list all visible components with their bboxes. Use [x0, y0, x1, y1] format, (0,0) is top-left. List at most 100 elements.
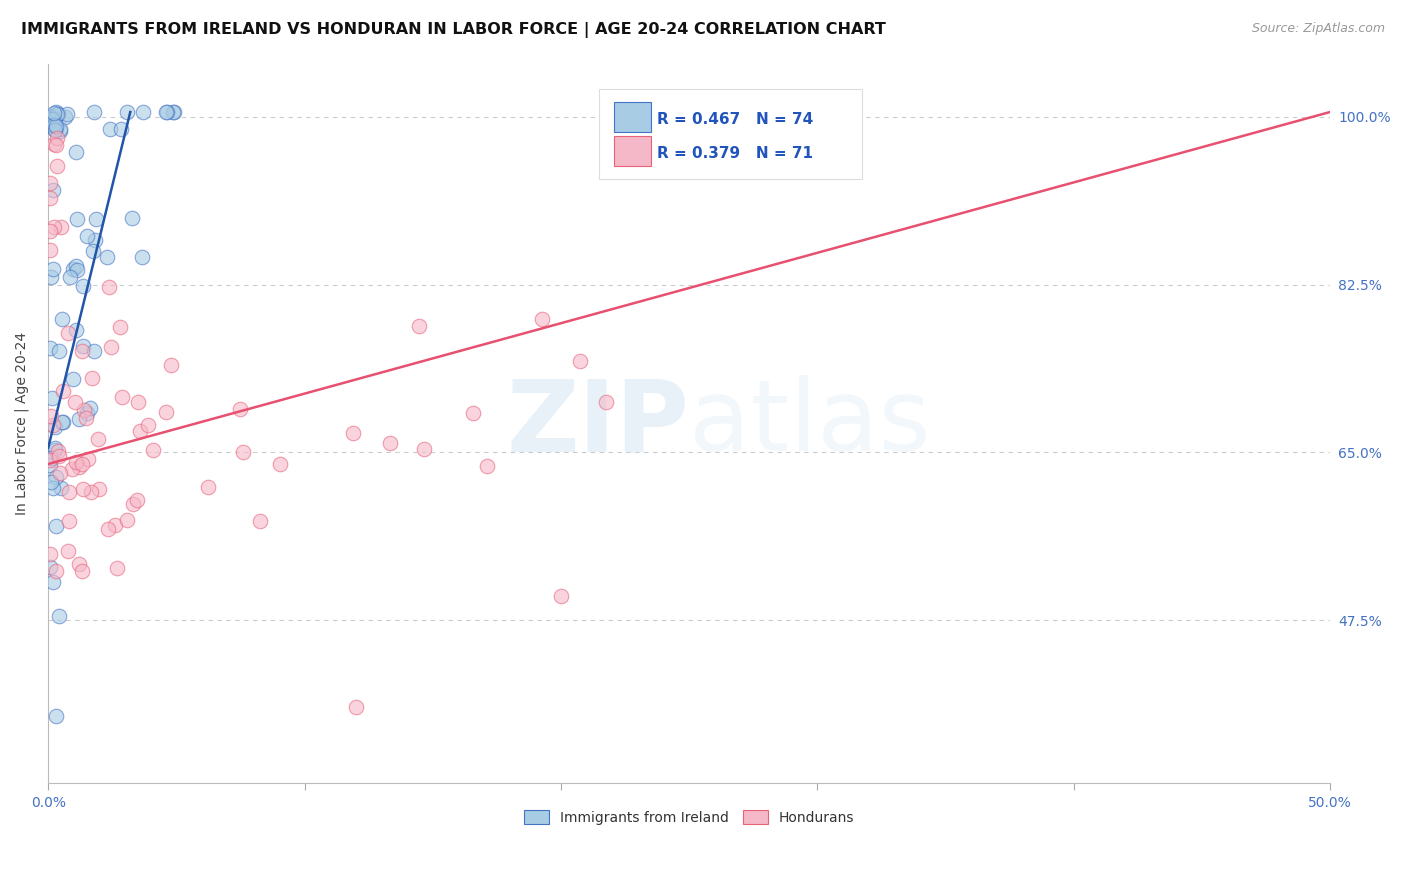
Legend: Immigrants from Ireland, Hondurans: Immigrants from Ireland, Hondurans — [519, 805, 860, 830]
Point — [42, 262, 65, 277]
Text: atlas: atlas — [689, 376, 931, 472]
Point — [163, 105, 186, 120]
Point — [232, 445, 254, 459]
Point — [45, 105, 67, 120]
Point — [63, 395, 86, 409]
Point — [44, 123, 66, 137]
Point — [87, 432, 110, 446]
Point — [39, 475, 62, 489]
Point — [70, 344, 93, 359]
Text: ZIP: ZIP — [506, 376, 689, 472]
Point — [52, 416, 75, 430]
Point — [56, 326, 79, 341]
Point — [46, 160, 69, 174]
Point — [41, 392, 63, 406]
Point — [122, 498, 145, 512]
Point — [44, 443, 66, 458]
Point — [44, 117, 66, 131]
Point — [97, 522, 120, 536]
Point — [65, 145, 87, 159]
Point — [84, 233, 107, 247]
Point — [550, 590, 572, 604]
FancyBboxPatch shape — [613, 103, 651, 132]
Point — [45, 137, 67, 152]
Point — [48, 122, 70, 136]
Point — [70, 564, 93, 578]
Point — [65, 323, 87, 337]
Point — [156, 105, 179, 120]
Point — [155, 105, 177, 120]
Point — [46, 107, 69, 121]
Point — [475, 458, 498, 473]
Point — [65, 455, 87, 469]
Point — [38, 341, 60, 355]
Point — [66, 263, 89, 277]
Point — [59, 270, 82, 285]
Point — [80, 485, 103, 500]
Point — [38, 176, 60, 190]
Text: R = 0.379   N = 71: R = 0.379 N = 71 — [657, 145, 813, 161]
Point — [249, 514, 271, 528]
Point — [45, 709, 67, 723]
Point — [127, 395, 149, 409]
Point — [131, 105, 153, 120]
Point — [82, 244, 104, 259]
Point — [569, 354, 592, 368]
Point — [89, 482, 111, 496]
Point — [162, 105, 184, 120]
Point — [44, 220, 66, 235]
Point — [342, 425, 364, 440]
Point — [136, 418, 159, 433]
Point — [117, 105, 139, 120]
Point — [42, 136, 65, 151]
Point — [73, 402, 96, 417]
Point — [38, 224, 60, 238]
Point — [269, 457, 291, 471]
Point — [44, 113, 66, 128]
Point — [44, 118, 66, 132]
Point — [155, 405, 177, 419]
Point — [72, 339, 94, 353]
Point — [41, 112, 63, 126]
Point — [38, 244, 60, 258]
Point — [44, 442, 66, 456]
Point — [76, 407, 98, 421]
Point — [72, 482, 94, 496]
Point — [65, 260, 87, 274]
Point — [49, 123, 72, 137]
Point — [38, 560, 60, 574]
Point — [62, 262, 84, 277]
Point — [80, 370, 103, 384]
Point — [51, 415, 73, 429]
Point — [115, 513, 138, 527]
Point — [125, 493, 148, 508]
Point — [67, 558, 90, 572]
Text: Source: ZipAtlas.com: Source: ZipAtlas.com — [1251, 22, 1385, 36]
Point — [531, 311, 554, 326]
Point — [42, 105, 65, 120]
Point — [46, 131, 69, 145]
Point — [595, 395, 617, 409]
Point — [72, 279, 94, 293]
Point — [413, 442, 436, 457]
Point — [45, 519, 67, 533]
Text: IMMIGRANTS FROM IRELAND VS HONDURAN IN LABOR FORCE | AGE 20-24 CORRELATION CHART: IMMIGRANTS FROM IRELAND VS HONDURAN IN L… — [21, 22, 886, 38]
Point — [79, 401, 101, 415]
Point — [42, 117, 65, 131]
Point — [228, 402, 250, 417]
Point — [39, 409, 62, 423]
Point — [56, 544, 79, 558]
Point — [39, 450, 62, 465]
Point — [344, 699, 367, 714]
Point — [48, 608, 70, 623]
Point — [56, 107, 79, 121]
Point — [380, 435, 402, 450]
Point — [38, 547, 60, 561]
Point — [107, 561, 129, 575]
Point — [60, 461, 83, 475]
Point — [111, 390, 134, 404]
Point — [41, 574, 63, 589]
Point — [98, 122, 121, 136]
Point — [142, 443, 165, 458]
FancyBboxPatch shape — [613, 136, 651, 166]
